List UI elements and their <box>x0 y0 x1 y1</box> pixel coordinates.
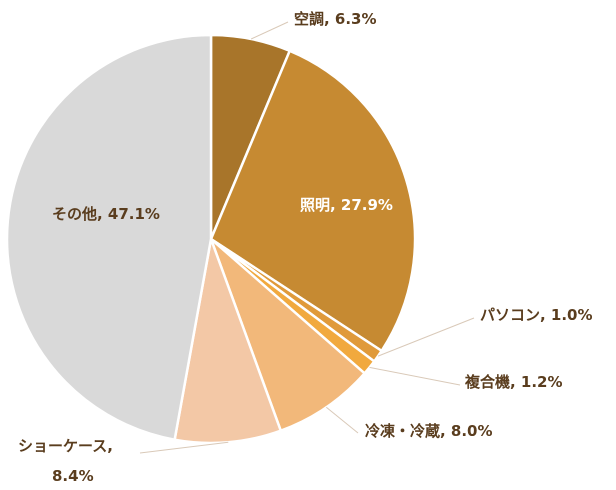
pie-slice-4 <box>209 237 366 432</box>
leader-line-5 <box>139 441 229 454</box>
label-showcase-line1: ショーケース, <box>18 437 113 455</box>
label-fukugoki: 複合機, 1.2% <box>464 373 563 391</box>
leader-line-0 <box>250 21 289 40</box>
pie-slice-1 <box>209 49 417 353</box>
leader-line-4 <box>325 406 359 434</box>
label-showcase-line2: 8.4% <box>52 467 94 485</box>
leader-line-2 <box>377 317 475 357</box>
pie-slice-6 <box>5 33 213 441</box>
label-pasokon: パソコン, 1.0% <box>480 306 593 324</box>
label-reito-reizo: 冷凍・冷蔵, 8.0% <box>365 422 493 440</box>
label-kucho: 空調, 6.3% <box>294 10 377 28</box>
label-sonota: その他, 47.1% <box>52 205 160 223</box>
pie-slices <box>5 33 417 445</box>
pie-slice-5 <box>173 237 283 445</box>
label-shomei: 照明, 27.9% <box>300 196 393 214</box>
leader-line-3 <box>369 366 461 386</box>
leader-lines <box>139 21 475 454</box>
